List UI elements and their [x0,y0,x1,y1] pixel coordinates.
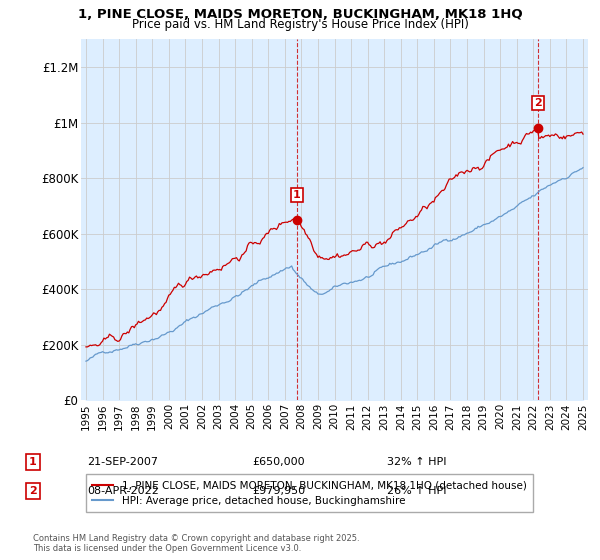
Text: 08-APR-2022: 08-APR-2022 [87,486,159,496]
Text: 32% ↑ HPI: 32% ↑ HPI [387,457,446,467]
Text: 21-SEP-2007: 21-SEP-2007 [87,457,158,467]
Text: 26% ↑ HPI: 26% ↑ HPI [387,486,446,496]
Text: Contains HM Land Registry data © Crown copyright and database right 2025.
This d: Contains HM Land Registry data © Crown c… [33,534,359,553]
Legend: 1, PINE CLOSE, MAIDS MORETON, BUCKINGHAM, MK18 1HQ (detached house), HPI: Averag: 1, PINE CLOSE, MAIDS MORETON, BUCKINGHAM… [86,474,533,512]
Text: 1, PINE CLOSE, MAIDS MORETON, BUCKINGHAM, MK18 1HQ: 1, PINE CLOSE, MAIDS MORETON, BUCKINGHAM… [77,8,523,21]
Text: 2: 2 [534,98,542,108]
Text: £979,950: £979,950 [252,486,305,496]
Text: Price paid vs. HM Land Registry's House Price Index (HPI): Price paid vs. HM Land Registry's House … [131,18,469,31]
Text: £650,000: £650,000 [252,457,305,467]
Text: 1: 1 [293,190,301,200]
Text: 2: 2 [29,486,37,496]
Text: 1: 1 [29,457,37,467]
